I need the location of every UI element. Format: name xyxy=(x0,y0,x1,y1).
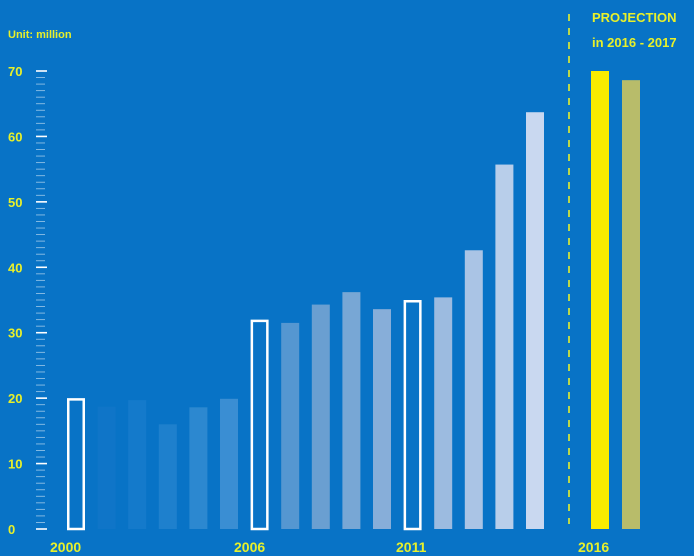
bar xyxy=(158,424,177,529)
projection-subtitle: in 2016 - 2017 xyxy=(592,35,677,50)
bar xyxy=(495,164,514,529)
bar-outlined xyxy=(403,300,422,531)
x-tick-label: 2006 xyxy=(234,539,265,555)
bar xyxy=(342,292,361,529)
bar xyxy=(464,250,483,529)
x-tick-label: 2011 xyxy=(396,539,427,555)
bars xyxy=(67,71,640,531)
projection-bar xyxy=(591,71,609,529)
unit-label: Unit: million xyxy=(8,29,72,41)
bar xyxy=(220,398,238,529)
bar xyxy=(434,297,453,529)
x-tick-label: 2000 xyxy=(50,539,81,555)
bar xyxy=(526,112,544,529)
y-tick-label: 60 xyxy=(8,129,22,144)
projection-bar xyxy=(622,80,640,529)
y-tick-label: 70 xyxy=(8,64,22,79)
y-tick-label: 40 xyxy=(8,260,22,275)
x-axis-labels: 2000 2006 2011 2016 xyxy=(50,539,609,555)
y-tick-label: 30 xyxy=(8,326,22,341)
bar-outlined xyxy=(67,398,85,531)
y-tick-label: 20 xyxy=(8,391,22,406)
bar xyxy=(189,407,208,529)
y-tick-label: 10 xyxy=(8,457,22,472)
bar xyxy=(281,322,300,529)
bar xyxy=(128,400,147,529)
bar xyxy=(311,304,330,529)
projection-title: PROJECTION xyxy=(592,10,677,25)
bar xyxy=(97,406,116,529)
y-tick-label: 0 xyxy=(8,522,15,537)
y-tick-label: 50 xyxy=(8,195,22,210)
x-tick-label: 2016 xyxy=(578,539,609,555)
bar xyxy=(373,309,391,529)
y-axis: 0 10 20 30 40 50 60 70 xyxy=(8,64,47,537)
bar-outlined xyxy=(250,319,269,531)
